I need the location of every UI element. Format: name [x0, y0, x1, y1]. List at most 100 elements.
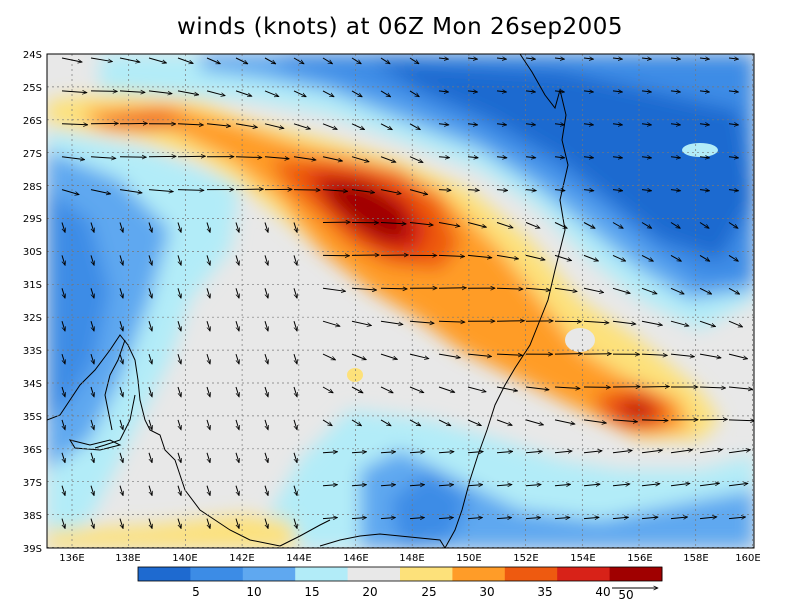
- lon-label: 148E: [399, 553, 424, 564]
- wind-vector: [61, 91, 87, 93]
- wind-vector: [583, 124, 594, 125]
- wind-vector: [293, 288, 297, 298]
- wind-vector: [177, 419, 181, 430]
- wind-vector: [670, 157, 681, 158]
- lat-label: 32S: [23, 313, 42, 324]
- wind-vector: [264, 90, 279, 97]
- wind-vector: [293, 222, 297, 233]
- wind-vector: [496, 451, 513, 452]
- wind-vector: [380, 353, 397, 359]
- wind-vector: [554, 254, 572, 260]
- wind-vector: [699, 353, 721, 358]
- wind-vector: [699, 91, 710, 92]
- wind-vector: [670, 320, 689, 326]
- wind-vector: [641, 124, 652, 125]
- wind-vector: [467, 386, 486, 392]
- wind-vector: [525, 222, 540, 229]
- wind-vector: [612, 124, 623, 125]
- lat-label: 37S: [23, 478, 42, 489]
- wind-vector: [467, 58, 478, 59]
- lon-label: 142E: [229, 553, 254, 564]
- wind-vector: [206, 255, 210, 265]
- wind-vector: [148, 452, 152, 463]
- wind-vector: [612, 420, 638, 422]
- wind-vector: [409, 189, 428, 195]
- wind-vector: [438, 190, 451, 191]
- wind-vector: [206, 222, 210, 233]
- color-legend: 5 10 15 20 25 30 35 40 50: [137, 566, 663, 600]
- wind-vector: [380, 485, 396, 486]
- wind-vector: [380, 419, 391, 426]
- wind-vector: [380, 386, 393, 394]
- wind-vector: [612, 320, 636, 324]
- wind-vector: [322, 485, 338, 486]
- wind-vector: [728, 222, 738, 229]
- wind-vector: [293, 90, 306, 98]
- wind-vector: [699, 157, 710, 158]
- wind-vector: [583, 419, 606, 423]
- coastline-south: [319, 533, 446, 548]
- wind-vector: [438, 518, 454, 519]
- wind-vector: [119, 57, 140, 62]
- wind-vector: [728, 254, 738, 261]
- wind-vector: [554, 517, 570, 518]
- wind-vector: [554, 419, 575, 424]
- wind-vector: [525, 451, 542, 453]
- legend-label: 20: [362, 585, 377, 599]
- wind-vector: [554, 287, 577, 291]
- legend-color-box: [452, 567, 506, 581]
- wind-vector: [612, 517, 628, 518]
- wind-vector: [61, 518, 65, 529]
- wind-vector: [380, 452, 396, 453]
- wind-vector: [496, 58, 507, 59]
- wind-vector: [148, 57, 167, 63]
- wind-vector: [206, 353, 210, 364]
- wind-vector: [206, 452, 210, 463]
- wind-vector: [554, 91, 565, 92]
- lat-label: 39S: [23, 544, 42, 555]
- wind-vector: [90, 353, 94, 364]
- wind-vector: [467, 190, 479, 191]
- lat-label: 31S: [23, 280, 42, 291]
- wind-vector: [61, 419, 65, 430]
- coastline-yorke: [94, 394, 136, 449]
- wind-vector: [119, 518, 123, 529]
- wind-vector: [322, 518, 338, 519]
- wind-vector: [467, 518, 483, 519]
- wind-vector: [61, 222, 65, 233]
- wind-vector: [148, 386, 152, 397]
- wind-vector: [496, 222, 513, 228]
- wind-vector: [235, 57, 248, 65]
- legend-label: 40: [595, 585, 610, 599]
- wind-vector: [177, 222, 181, 233]
- wind-vector: [583, 58, 594, 59]
- lon-label: 150E: [456, 553, 481, 564]
- wind-vector: [728, 157, 739, 158]
- lat-label: 29S: [23, 214, 42, 225]
- wind-vector: [264, 288, 268, 298]
- wind-vector: [206, 518, 210, 529]
- lat-label: 33S: [23, 346, 42, 357]
- wind-vector: [641, 354, 667, 355]
- map-frame: [46, 53, 755, 549]
- wind-vector: [554, 157, 565, 158]
- wind-vector: [293, 485, 297, 496]
- wind-vector: [119, 222, 123, 233]
- map-title: winds (knots) at 06Z Mon 26sep2005: [177, 14, 623, 40]
- wind-vector: [467, 254, 492, 257]
- wind-vector: [699, 483, 719, 487]
- wind-vector: [177, 518, 181, 529]
- wind-vector: [554, 58, 565, 59]
- wind-vector: [351, 452, 367, 453]
- wind-vector: [351, 156, 369, 162]
- wind-vector: [496, 91, 507, 92]
- wind-vector: [641, 157, 652, 158]
- wind-vector: [525, 124, 536, 125]
- wind-vector: [438, 485, 454, 486]
- wind-vector: [61, 353, 65, 364]
- wind-vector: [525, 386, 549, 390]
- wind-vector: [119, 452, 123, 463]
- wind-vector: [322, 353, 336, 361]
- lon-label: 140E: [172, 553, 197, 564]
- wind-vector: [322, 452, 338, 453]
